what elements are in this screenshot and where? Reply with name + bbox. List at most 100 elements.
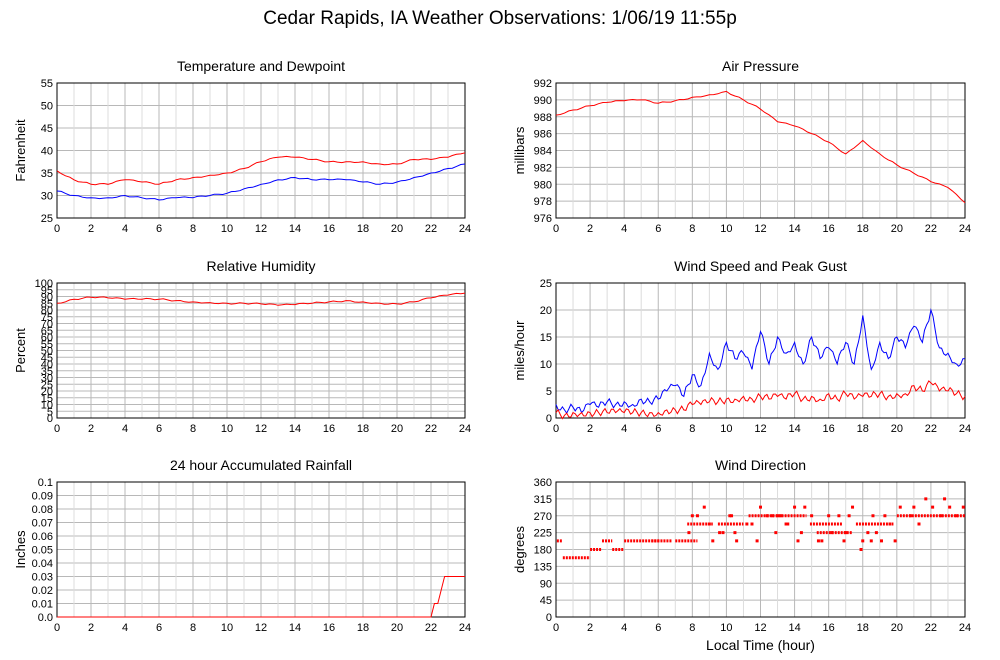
wind-x-tick-label: 6 (655, 423, 661, 435)
direction-point (851, 505, 855, 509)
wind-x-tick-label: 0 (553, 423, 559, 435)
humidity-y-tick-label: 5 (47, 406, 53, 418)
humidity-x-tick-label: 18 (357, 423, 369, 435)
humidity-y-tick-label: 80 (41, 305, 53, 317)
direction-y-tick-label: 135 (534, 561, 552, 573)
pressure-series-0-line (555, 90, 966, 204)
rain-title: 24 hour Accumulated Rainfall (170, 457, 352, 473)
temp-x-tick-label: 12 (255, 223, 267, 235)
rain-x-tick-label: 20 (391, 622, 403, 634)
humidity-y-tick-label: 50 (41, 346, 53, 358)
temp-x-tick-label: 22 (425, 223, 437, 235)
humidity-series-0-line (56, 292, 466, 306)
direction-point (735, 539, 739, 543)
direction-point (799, 531, 803, 535)
direction-x-tick-label: 0 (553, 622, 559, 634)
direction-y-tick-label: 0 (546, 612, 552, 624)
pressure-x-tick-label: 18 (857, 223, 869, 235)
direction-point (939, 514, 943, 518)
humidity-y-tick-label: 20 (41, 386, 53, 398)
humidity-y-tick-label: 0 (47, 413, 53, 425)
direction-plot-frame (555, 481, 966, 618)
humidity-y-tick-label: 75 (41, 312, 53, 324)
direction-y-tick-label: 225 (534, 528, 552, 540)
pressure-y-tick-label: 976 (534, 213, 552, 225)
temp-x-tick-label: 0 (54, 223, 60, 235)
pressure-x-tick-label: 12 (754, 223, 766, 235)
humidity-y-tick-label: 40 (41, 359, 53, 371)
direction-point (883, 514, 887, 518)
humidity-y-tick-label: 85 (41, 298, 53, 310)
pressure-ylabel: millibars (512, 126, 527, 174)
rain-y-tick-label: 0.08 (32, 504, 53, 516)
direction-x-tick-label: 4 (621, 622, 627, 634)
humidity-title: Relative Humidity (207, 258, 316, 274)
temp-x-tick-label: 2 (88, 223, 94, 235)
direction-point (842, 539, 846, 543)
direction-x-tick-label: 20 (891, 622, 903, 634)
pressure-plot-frame (555, 82, 966, 219)
rain-x-tick-label: 22 (425, 622, 437, 634)
humidity-ylabel: Percent (13, 328, 28, 373)
direction-point (745, 522, 749, 526)
rain-y-tick-label: 0.03 (32, 572, 53, 584)
temp-y-tick-label: 30 (41, 191, 53, 203)
humidity-x-tick-label: 24 (459, 423, 471, 435)
direction-point (893, 539, 897, 543)
wind-x-tick-label: 16 (823, 423, 835, 435)
direction-x-tick-label: 14 (788, 622, 800, 634)
direction-point (810, 514, 814, 518)
humidity-x-tick-label: 0 (54, 423, 60, 435)
pressure-x-tick-label: 20 (891, 223, 903, 235)
direction-point (827, 514, 831, 518)
humidity-y-tick-label: 25 (41, 379, 53, 391)
direction-point (961, 505, 965, 509)
direction-point (917, 522, 921, 526)
temp-x-tick-label: 8 (190, 223, 196, 235)
wind-y-tick-label: 10 (540, 359, 552, 371)
pressure-x-tick-label: 16 (823, 223, 835, 235)
direction-point (837, 514, 841, 518)
direction-x-tick-label: 6 (655, 622, 661, 634)
direction-xlabel: Local Time (hour) (706, 637, 815, 653)
wind-y-tick-label: 25 (540, 278, 552, 290)
direction-point (721, 531, 725, 535)
rain-x-tick-label: 10 (221, 622, 233, 634)
humidity-y-tick-label: 60 (41, 332, 53, 344)
direction-x-tick-label: 8 (689, 622, 695, 634)
direction-point (898, 505, 902, 509)
direction-point (779, 514, 783, 518)
direction-point (943, 497, 947, 501)
rain-series-0-line (57, 576, 465, 618)
rain-x-tick-label: 14 (289, 622, 301, 634)
rain-x-tick-label: 18 (357, 622, 369, 634)
pressure-y-tick-label: 990 (534, 95, 552, 107)
direction-point (759, 505, 762, 509)
pressure-y-tick-label: 988 (534, 112, 552, 124)
rain-y-tick-label: 0.0 (38, 612, 53, 624)
direction-x-tick-label: 22 (925, 622, 937, 634)
wind-x-tick-label: 18 (857, 423, 869, 435)
rain-x-tick-label: 6 (156, 622, 162, 634)
direction-point (859, 548, 863, 551)
wind-x-tick-label: 4 (621, 423, 627, 435)
direction-point (690, 514, 694, 518)
temp-y-tick-label: 35 (41, 168, 53, 180)
humidity-x-tick-label: 12 (255, 423, 267, 435)
humidity-y-tick-label: 90 (41, 292, 53, 304)
direction-point (733, 531, 737, 535)
direction-x-tick-label: 16 (823, 622, 835, 634)
humidity-x-tick-label: 4 (122, 423, 128, 435)
wind-ylabel: miles/hour (512, 320, 527, 381)
direction-title: Wind Direction (715, 457, 806, 473)
direction-x-tick-label: 2 (587, 622, 593, 634)
direction-point (847, 514, 851, 518)
wind-plot-frame (555, 282, 966, 419)
direction-point (803, 505, 807, 509)
temp-x-tick-label: 20 (391, 223, 403, 235)
direction-point (702, 505, 706, 509)
wind-series-1-line (555, 380, 966, 420)
